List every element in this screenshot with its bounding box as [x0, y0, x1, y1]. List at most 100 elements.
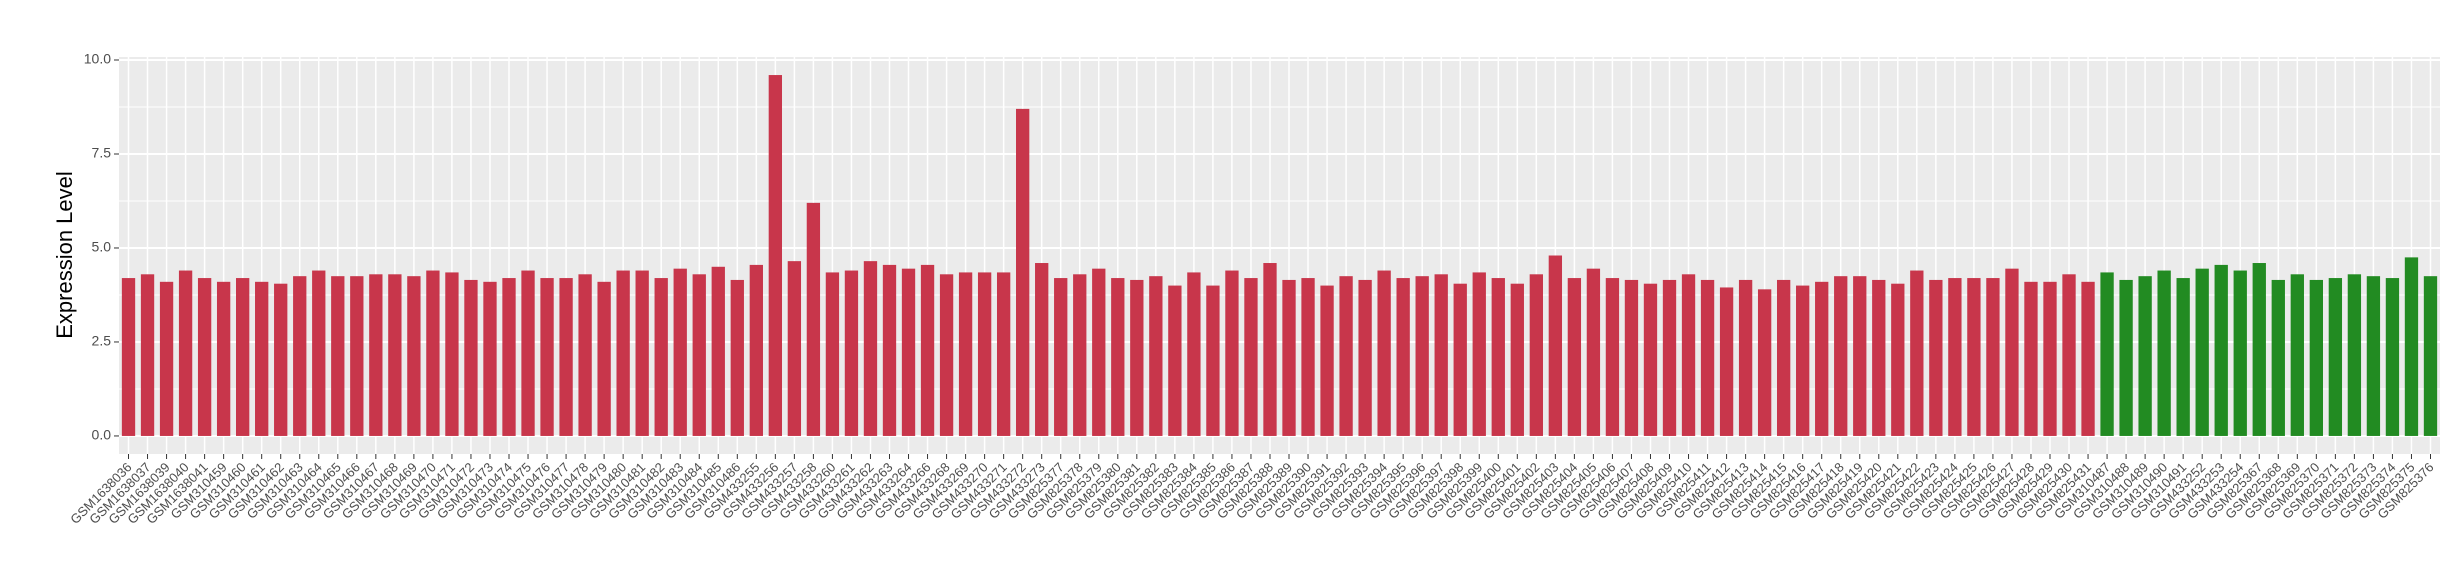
bar	[1643, 283, 1658, 436]
bar	[787, 261, 802, 436]
bar	[1282, 279, 1296, 436]
bar	[749, 264, 763, 436]
bar	[1434, 274, 1448, 436]
bar	[2081, 281, 2095, 436]
bar	[1834, 276, 1848, 436]
bar	[274, 283, 288, 436]
bar	[464, 279, 478, 436]
bar	[920, 264, 935, 436]
bar	[2157, 270, 2171, 436]
bar	[1700, 279, 1715, 436]
y-tick-label: 5.0	[92, 239, 112, 255]
y-axis-title: Expression Level	[52, 171, 77, 339]
bar	[121, 278, 136, 436]
bar	[1035, 263, 1049, 436]
bar	[2252, 263, 2266, 436]
bar	[939, 274, 954, 436]
bar	[2366, 276, 2381, 436]
bar	[1339, 276, 1353, 436]
bar	[331, 276, 345, 436]
bar	[1796, 285, 1810, 436]
bar	[426, 270, 440, 436]
bar	[578, 274, 592, 436]
y-tick-label: 10.0	[84, 51, 111, 67]
bar	[958, 272, 973, 436]
bar	[1396, 278, 1410, 436]
bar	[521, 270, 535, 436]
y-tick-label: 7.5	[92, 145, 112, 161]
bar	[1016, 108, 1030, 436]
bar	[407, 276, 421, 436]
bar	[178, 270, 193, 436]
bar	[1948, 278, 1962, 436]
bar	[863, 261, 878, 436]
bar	[1853, 276, 1867, 436]
bar	[2100, 272, 2114, 436]
bar	[159, 281, 174, 436]
bar	[1567, 278, 1582, 436]
bar	[483, 281, 497, 436]
bar	[350, 276, 364, 436]
bar	[388, 274, 402, 436]
bar	[1320, 285, 1334, 436]
bar	[1168, 285, 1182, 436]
bar	[1054, 278, 1068, 436]
bar	[1815, 281, 1829, 436]
bar	[1225, 270, 1239, 436]
bar	[369, 274, 383, 436]
bar	[844, 270, 859, 436]
bar	[559, 278, 573, 436]
bar	[2195, 268, 2209, 436]
bar	[901, 268, 916, 436]
bar	[2176, 278, 2190, 436]
bar	[616, 270, 630, 436]
bar	[2024, 281, 2038, 436]
bar	[140, 274, 155, 436]
bar	[236, 278, 250, 436]
bar	[1244, 278, 1258, 436]
bar	[1586, 268, 1601, 436]
bar	[1872, 279, 1886, 436]
bar	[635, 270, 649, 436]
bar	[1719, 287, 1734, 436]
bar	[825, 272, 840, 436]
bar	[1263, 263, 1277, 436]
bar	[1910, 270, 1924, 436]
bar	[2119, 279, 2133, 436]
bar	[1662, 279, 1677, 436]
bar	[1453, 283, 1467, 436]
bar	[2309, 279, 2323, 436]
bar	[1415, 276, 1429, 436]
bar	[1149, 276, 1163, 436]
bar	[730, 279, 744, 436]
bar	[673, 268, 687, 436]
bar	[711, 266, 725, 436]
bar	[1738, 279, 1753, 436]
bar	[2423, 276, 2438, 436]
bar	[2290, 274, 2304, 436]
bar	[1624, 279, 1639, 436]
bar	[540, 278, 554, 436]
bar	[1967, 278, 1981, 436]
bar	[1130, 279, 1144, 436]
bar	[2062, 274, 2076, 436]
bar	[1491, 278, 1505, 436]
bar	[1301, 278, 1315, 436]
bar	[2138, 276, 2152, 436]
bar	[312, 270, 326, 436]
bar	[1111, 278, 1125, 436]
bar	[1757, 289, 1772, 436]
bar	[1548, 255, 1563, 436]
bar	[1529, 274, 1543, 436]
bar	[502, 278, 516, 436]
bar	[768, 75, 783, 436]
bar	[2214, 264, 2228, 436]
bar	[1358, 279, 1372, 436]
bar	[197, 278, 212, 436]
bar	[1377, 270, 1391, 436]
bar	[445, 272, 459, 436]
bar	[2385, 278, 2400, 436]
bar	[293, 276, 307, 436]
bar	[806, 202, 821, 436]
bar	[2005, 268, 2019, 436]
